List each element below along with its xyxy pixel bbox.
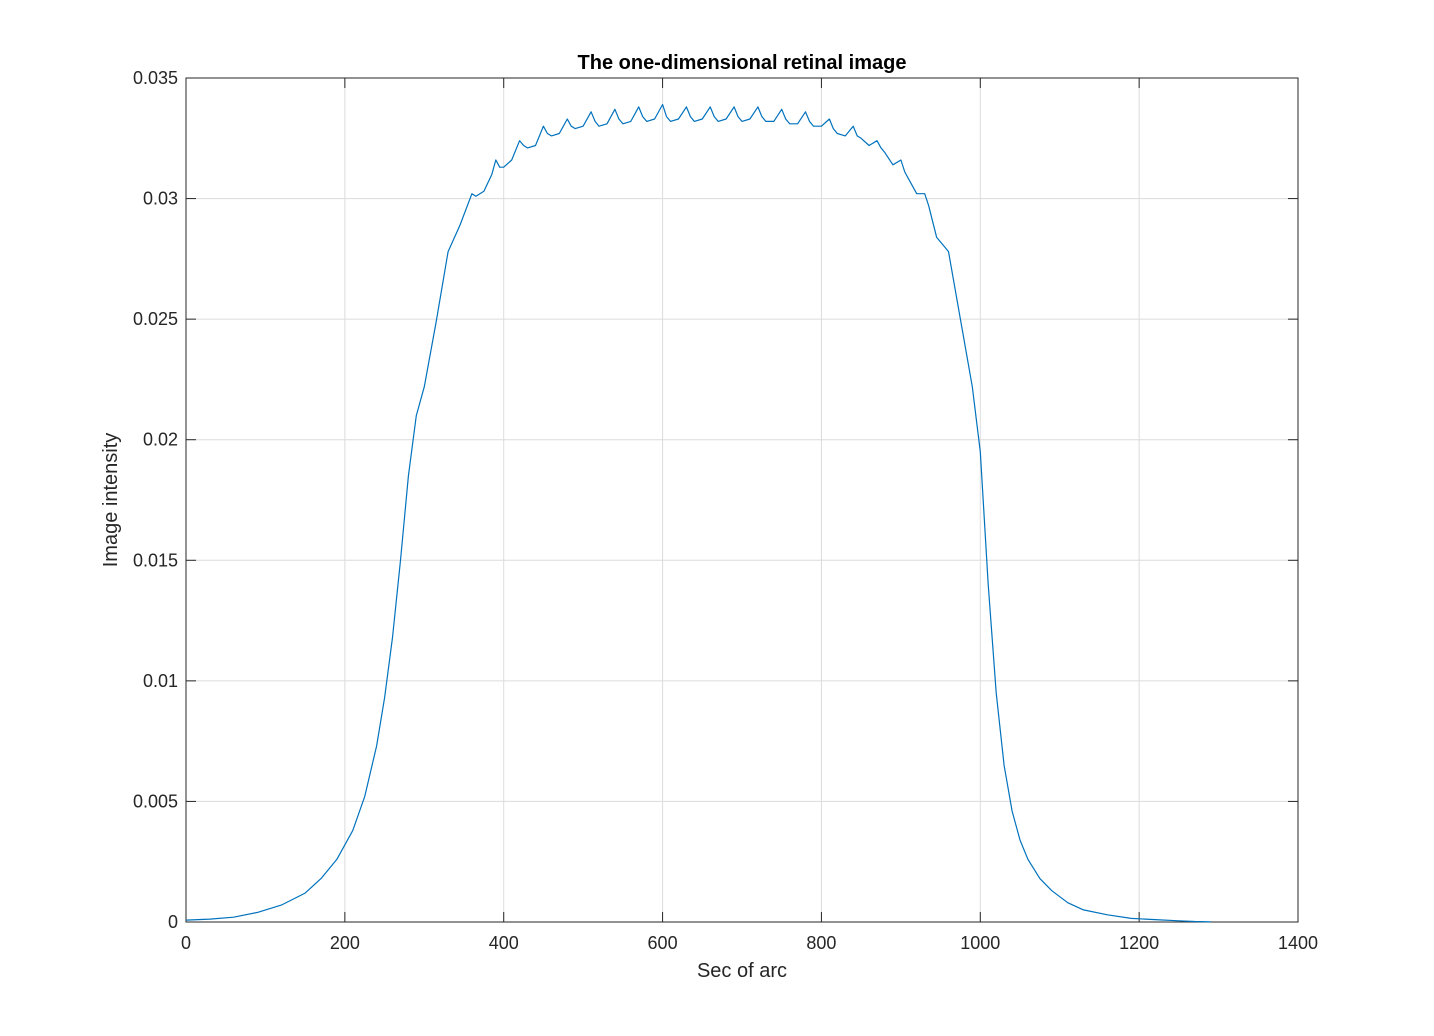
x-axis-label: Sec of arc: [697, 960, 787, 982]
x-tick-label: 1200: [1119, 933, 1159, 953]
y-tick-label: 0.03: [143, 189, 178, 209]
x-tick-label: 200: [330, 933, 360, 953]
grid-lines: [185, 77, 1299, 923]
x-tick-label: 0: [181, 933, 191, 953]
y-tick-label: 0.02: [143, 430, 178, 450]
x-tick-label: 600: [648, 933, 678, 953]
x-tick-label: 400: [489, 933, 519, 953]
series-line: [185, 103, 1211, 923]
y-tick-label: 0.005: [133, 791, 178, 811]
x-tick-label: 1000: [960, 933, 1000, 953]
y-tick-label: 0.01: [143, 671, 178, 691]
plot-area: [185, 103, 1211, 923]
y-axis-label: Image intensity: [100, 433, 122, 568]
y-tick-label: 0.025: [133, 309, 178, 329]
axes-box: [185, 77, 1299, 923]
axis-ticks: 0 200 400 600 800 1000 1200 1400 0 0.005 0.01 0.015…: [133, 68, 1318, 953]
y-tick-label: 0.035: [133, 68, 178, 88]
y-tick-label: 0: [168, 912, 178, 932]
chart-title: The one-dimensional retinal image: [578, 52, 907, 74]
x-tick-label: 1400: [1278, 933, 1318, 953]
y-tick-label: 0.015: [133, 550, 178, 570]
x-tick-label: 800: [806, 933, 836, 953]
